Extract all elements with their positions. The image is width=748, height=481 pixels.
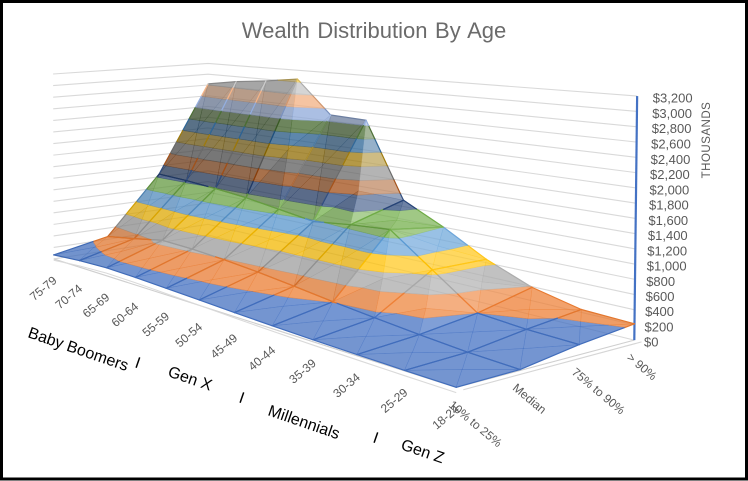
svg-text:$2,400: $2,400 — [651, 152, 691, 167]
svg-text:THOUSANDS: THOUSANDS — [701, 102, 713, 179]
svg-text:I: I — [237, 390, 247, 408]
svg-text:$1,000: $1,000 — [647, 259, 687, 274]
svg-text:$2,800: $2,800 — [652, 121, 692, 136]
svg-text:$2,600: $2,600 — [651, 137, 691, 152]
svg-text:$1,400: $1,400 — [648, 228, 688, 243]
svg-text:$800: $800 — [646, 274, 675, 289]
svg-text:I: I — [371, 430, 381, 448]
svg-text:$600: $600 — [646, 289, 675, 304]
svg-text:$3,200: $3,200 — [653, 91, 693, 106]
svg-text:$3,000: $3,000 — [652, 106, 692, 121]
svg-text:$1,200: $1,200 — [647, 243, 687, 258]
svg-text:Wealth Distribution By Age: Wealth Distribution By Age — [242, 18, 507, 43]
svg-text:$1,800: $1,800 — [649, 198, 689, 213]
svg-text:$200: $200 — [645, 319, 674, 334]
svg-text:$1,600: $1,600 — [648, 213, 688, 228]
svg-text:$2,000: $2,000 — [650, 182, 690, 197]
svg-text:$400: $400 — [645, 304, 674, 319]
svg-text:$2,200: $2,200 — [650, 167, 690, 182]
svg-text:$0: $0 — [644, 335, 658, 350]
svg-text:I: I — [133, 355, 143, 373]
